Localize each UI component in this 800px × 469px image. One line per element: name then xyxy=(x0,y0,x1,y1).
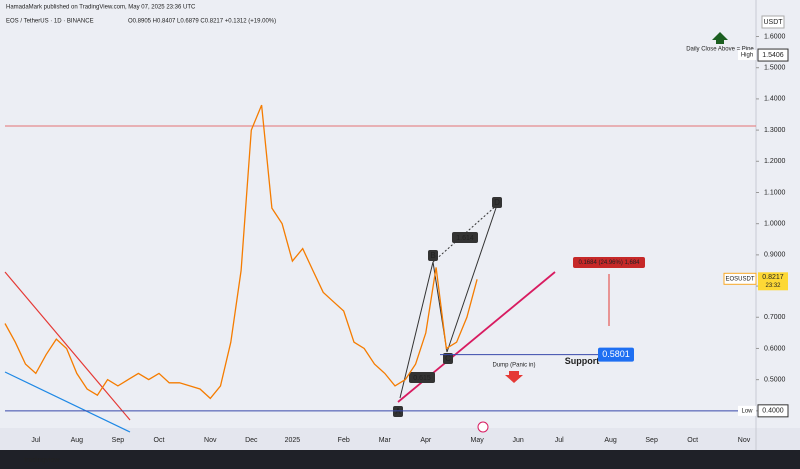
x-tick-label: Aug xyxy=(604,437,617,444)
x-tick-label: Aug xyxy=(71,437,84,444)
x-tick-label: Jul xyxy=(555,437,564,444)
high-name: High xyxy=(741,53,753,59)
price-line xyxy=(4,104,478,400)
ratio-label: 1.614 xyxy=(456,235,474,242)
publisher: HamadaMark published on TradingView.com,… xyxy=(6,5,196,11)
support-box xyxy=(598,347,634,362)
x-tick-label: Oct xyxy=(154,437,165,444)
point-box xyxy=(492,197,502,208)
x-tick-label: Dec xyxy=(245,437,258,444)
y-tick-label: 1.1000 xyxy=(764,189,786,196)
low-value-box xyxy=(757,404,789,418)
ratio-label: 0.615 xyxy=(413,375,431,382)
y-tick-label: 1.5000 xyxy=(764,65,786,72)
high-value: 1.5406 xyxy=(762,52,784,59)
ratio-box xyxy=(409,372,435,383)
ohlc: O0.8905 H0.8407 L0.6879 C0.8217 +0.1312 … xyxy=(128,19,276,25)
point-box xyxy=(393,406,403,417)
countdown: 23:32 xyxy=(765,283,781,289)
measure-label: 0.1684 (24.96%) 1,684 xyxy=(578,260,640,266)
dump-label: Dump (Panic in) xyxy=(492,363,535,369)
x-tick-label: Mar xyxy=(379,437,392,444)
close-above-label: Daily Close Above = Pine xyxy=(686,47,754,53)
x-tick-label: Apr xyxy=(420,437,432,444)
down-arrow xyxy=(505,371,523,383)
x-tick-label: Jul xyxy=(31,437,40,444)
last-price: 0.8217 xyxy=(762,274,784,281)
measure-box xyxy=(573,257,645,268)
point-label: C xyxy=(445,354,451,363)
y-tick-label: 1.4000 xyxy=(764,96,786,103)
pattern xyxy=(399,204,498,399)
point-label: D xyxy=(494,198,500,207)
point-box xyxy=(443,353,453,364)
point-label: A xyxy=(395,407,401,416)
y-tick-label: 1.2000 xyxy=(764,158,786,165)
low-box xyxy=(738,405,756,416)
unit-box xyxy=(761,15,785,29)
low-name: Low xyxy=(741,408,753,414)
support-value: 0.5801 xyxy=(602,349,630,359)
y-tick-label: 1.3000 xyxy=(764,127,786,134)
high-value-box xyxy=(757,48,789,62)
last-price-box xyxy=(758,272,788,291)
x-tick-label: Oct xyxy=(687,437,698,444)
symbol-name: EOSUSDT xyxy=(725,276,754,282)
footer-text: tradingview xyxy=(24,457,60,464)
x-tick-label: Sep xyxy=(645,437,658,444)
ratio-box xyxy=(452,232,478,243)
up-arrow xyxy=(712,32,728,44)
unit: USDT xyxy=(763,19,783,26)
y-tick-label: 0.6000 xyxy=(764,345,786,352)
x-tick-label: Nov xyxy=(738,437,751,444)
event-icon xyxy=(477,421,489,433)
x-tick-label: May xyxy=(471,437,485,444)
y-tick-label: 0.9000 xyxy=(764,252,786,259)
y-tick-label: 0.7000 xyxy=(764,314,786,321)
chart-title: EOS / TetherUS · 1D · BINANCE xyxy=(6,19,94,25)
support-name: Support xyxy=(565,356,600,366)
y-tick-label: 1.0000 xyxy=(764,221,786,228)
high-box xyxy=(738,50,756,61)
point-label: B xyxy=(430,251,435,260)
x-tick-label: Nov xyxy=(204,437,217,444)
x-tick-label: Sep xyxy=(112,437,125,444)
y-tick-label: 1.6000 xyxy=(764,33,786,40)
trend-line xyxy=(4,271,131,421)
x-tick-label: Jun xyxy=(513,437,524,444)
y-tick-label: 0.5000 xyxy=(764,376,786,383)
trend-line xyxy=(4,371,131,433)
x-tick-label: 2025 xyxy=(285,437,301,444)
symbol-box xyxy=(723,272,757,285)
point-box xyxy=(428,250,438,261)
low-value: 0.4000 xyxy=(762,408,784,415)
x-tick-label: Feb xyxy=(338,437,350,444)
footer-bar xyxy=(0,450,800,469)
